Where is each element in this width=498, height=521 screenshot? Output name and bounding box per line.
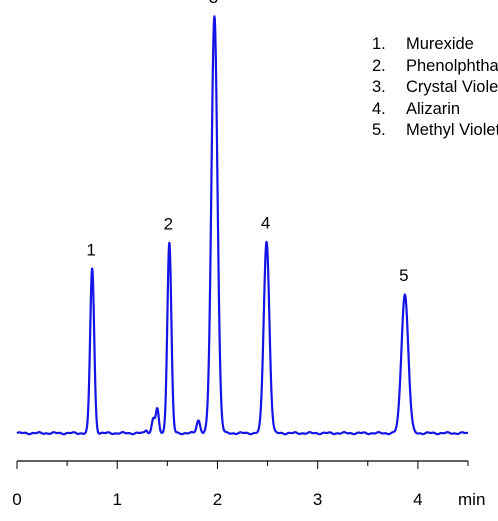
peak-label: 3 — [209, 0, 218, 7]
legend-text: Murexide — [406, 35, 474, 53]
legend-item: 1. Murexide — [372, 34, 498, 56]
peak-label: 5 — [399, 266, 408, 285]
x-axis-tick-labels: 0 1 2 3 4 — [12, 490, 422, 509]
legend-item: 5. Methyl Violet — [372, 120, 498, 142]
peak-label: 4 — [261, 213, 270, 232]
x-axis-ticks — [16, 461, 469, 469]
x-tick-label: 4 — [413, 490, 422, 509]
chromatogram-trace — [16, 15, 469, 436]
legend-text: Methyl Violet — [406, 121, 498, 139]
x-tick-label: 1 — [112, 490, 121, 509]
legend-number: 3. — [372, 78, 386, 96]
peak-label: 1 — [86, 240, 95, 259]
legend-number: 5. — [372, 121, 386, 139]
legend-text: Crystal Violet — [406, 78, 498, 96]
peak-labels: 1 2 3 4 5 — [86, 0, 408, 285]
legend-text: Alizarin — [406, 99, 461, 118]
peak-legend: 1. Murexide 2. Phenolphthalein 3. Crystal V… — [372, 34, 498, 142]
x-tick-label: 2 — [213, 490, 222, 509]
legend-number: 4. — [372, 99, 386, 118]
peak-label: 2 — [164, 215, 173, 234]
legend-item: 4. Alizarin — [372, 99, 498, 121]
legend-text: Phenolphthalein — [406, 56, 498, 75]
legend-number: 1. — [372, 35, 386, 53]
x-tick-label: 0 — [12, 490, 21, 509]
x-axis-unit-label: min — [458, 490, 485, 509]
legend-item: 2. Phenolphthalein — [372, 56, 498, 78]
legend-item: 3. Crystal Violet — [372, 77, 498, 99]
legend-number: 2. — [372, 56, 386, 75]
x-tick-label: 3 — [313, 490, 322, 509]
